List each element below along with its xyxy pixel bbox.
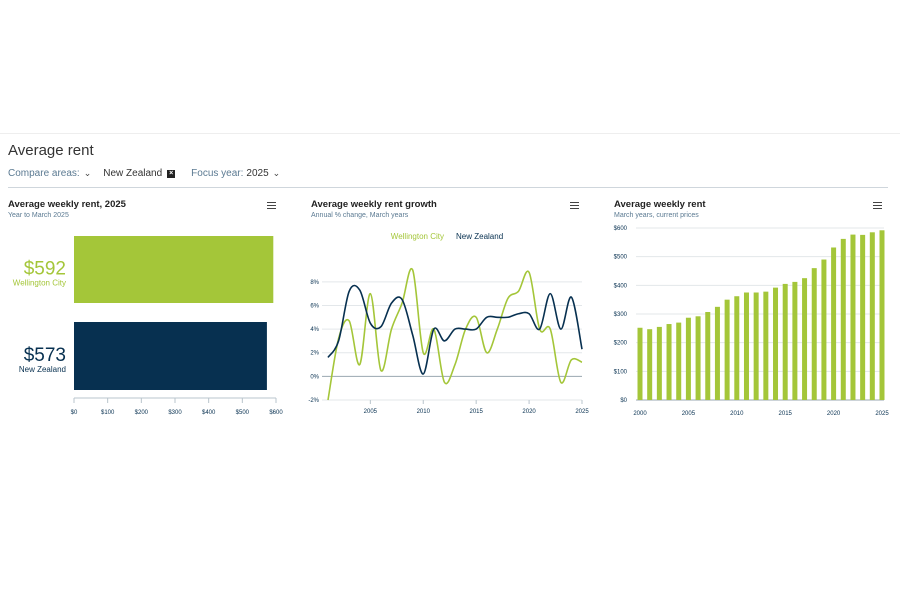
x-tick-label: $500 [236, 410, 250, 416]
remove-area-icon[interactable]: × [167, 169, 176, 178]
bar-2025 [879, 230, 885, 400]
x-tick-label: 2010 [730, 411, 744, 417]
series-line-0 [327, 267, 583, 401]
y-tick-label: 0% [310, 374, 319, 380]
bar-2014 [773, 287, 779, 400]
focus-year-value[interactable]: 2025 [246, 168, 269, 179]
panel-top-border [0, 133, 900, 134]
chart3-title: Average weekly rent [614, 199, 706, 210]
x-tick-label: $300 [168, 410, 182, 416]
bar-2011 [743, 292, 749, 400]
bar-1 [74, 322, 267, 390]
y-tick-label: $300 [614, 312, 628, 318]
x-tick-label: $400 [202, 410, 216, 416]
chart1-title: Average weekly rent, 2025 [8, 199, 126, 210]
y-tick-label: $200 [614, 341, 628, 347]
chart2-title: Average weekly rent growth [311, 199, 437, 210]
bar-2021 [840, 238, 846, 400]
bar-2003 [666, 324, 672, 400]
bar-2002 [656, 326, 662, 400]
bar-2004 [676, 322, 682, 400]
chart2-subtitle: Annual % change, March years [311, 212, 409, 219]
y-tick-label: 4% [310, 327, 319, 333]
chart2-menu-icon[interactable] [570, 202, 579, 210]
series-line-1 [327, 284, 583, 375]
x-tick-label: $600 [269, 410, 283, 416]
x-tick-label: 2020 [827, 411, 841, 417]
category-label: Wellington City [13, 279, 66, 288]
bar-2023 [860, 234, 866, 400]
x-tick-label: 2020 [522, 409, 536, 415]
y-tick-label: 6% [310, 303, 319, 309]
chart3-svg: $0 $100 $200 $300 $400 $500 $600 2000 2005 2010 20… [614, 226, 890, 417]
chart1-subtitle: Year to March 2025 [8, 212, 69, 219]
bar-2000 [637, 327, 643, 400]
bar-2017 [802, 278, 808, 400]
chart3-menu-icon[interactable] [873, 202, 882, 210]
bar-2018 [811, 268, 817, 400]
bar-2012 [753, 292, 759, 400]
x-tick-label: 2010 [417, 409, 431, 415]
bar-2009 [724, 299, 730, 400]
bar-2001 [647, 329, 653, 400]
bar-2006 [695, 316, 701, 400]
bar-2005 [685, 317, 691, 400]
chart2-svg: -2% 0% 2% 4% 6% 8% 2005 2010 2015 2020 2025 Welling… [308, 232, 589, 415]
x-tick-label: 2005 [682, 411, 696, 417]
divider [8, 187, 888, 188]
bar-2022 [850, 234, 856, 400]
x-tick-label: 2025 [575, 409, 589, 415]
bar-2007 [705, 311, 711, 400]
y-tick-label: -2% [308, 398, 319, 404]
x-tick-label: 2005 [364, 409, 378, 415]
bar-2020 [831, 247, 837, 400]
y-tick-label: $600 [614, 226, 628, 232]
bar-2010 [734, 296, 740, 400]
focus-year-label[interactable]: Focus year: [191, 168, 244, 179]
bar-2015 [782, 283, 788, 400]
filter-bar: Compare areas: ⌄ New Zealand × Focus yea… [8, 168, 280, 179]
bar-2019 [821, 259, 827, 400]
x-tick-label: 2000 [633, 411, 647, 417]
y-tick-label: 2% [310, 351, 319, 357]
value-label: $573 [24, 345, 66, 366]
x-tick-label: 2015 [469, 409, 483, 415]
bar-2016 [792, 281, 798, 400]
chevron-down-icon[interactable]: ⌄ [272, 168, 281, 178]
x-tick-label: $0 [71, 410, 78, 416]
y-tick-label: 8% [310, 280, 319, 286]
y-tick-label: $400 [614, 283, 628, 289]
legend-wellington: Wellington City [391, 232, 444, 241]
y-tick-label: $0 [620, 398, 627, 404]
x-tick-label: 2015 [779, 411, 793, 417]
category-label: New Zealand [19, 365, 66, 374]
compare-area-chip: New Zealand [103, 168, 163, 179]
x-tick-label: $200 [135, 410, 149, 416]
chart3-subtitle: March years, current prices [614, 212, 699, 219]
bar-0 [74, 236, 274, 303]
compare-areas-dropdown[interactable]: Compare areas: [8, 168, 80, 179]
x-tick-label: $100 [101, 410, 115, 416]
bar-2008 [714, 306, 720, 400]
legend-nz: New Zealand [456, 232, 503, 241]
value-label: $592 [24, 259, 66, 280]
y-tick-label: $100 [614, 369, 628, 375]
chevron-down-icon[interactable]: ⌄ [83, 168, 92, 178]
bar-2013 [763, 291, 769, 400]
x-tick-label: 2025 [875, 411, 889, 417]
chart1-menu-icon[interactable] [267, 202, 276, 210]
bar-2024 [869, 232, 875, 400]
page-title: Average rent [8, 142, 94, 159]
y-tick-label: $500 [614, 255, 628, 261]
